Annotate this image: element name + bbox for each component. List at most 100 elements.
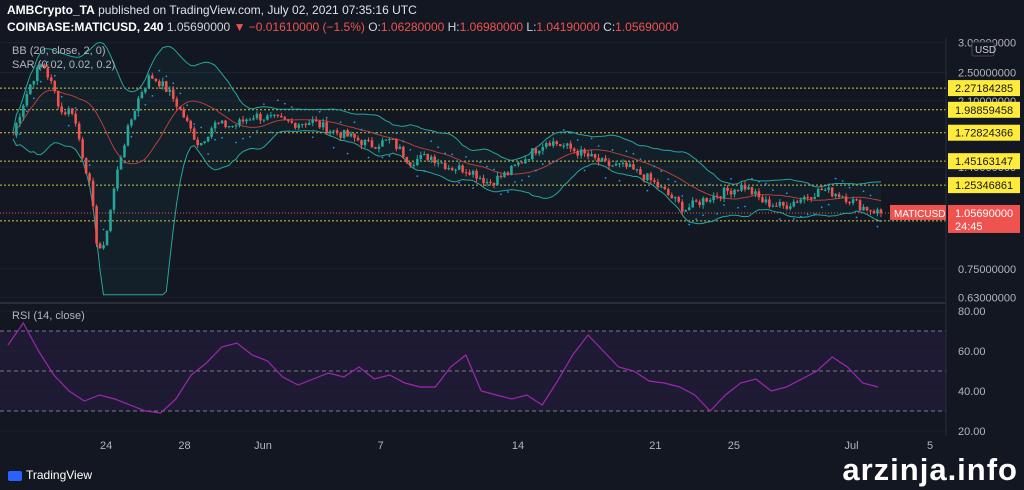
bb-fill <box>12 42 881 295</box>
candle-body <box>865 206 869 211</box>
candle-body <box>771 205 775 207</box>
candle-body <box>102 245 105 249</box>
candle-body <box>555 141 559 145</box>
candle-body <box>531 148 534 160</box>
sar-dot <box>388 155 391 158</box>
bb-legend[interactable]: BB (20, close, 2, 0) <box>12 45 106 57</box>
candle-body <box>450 168 454 171</box>
candle-body <box>353 133 356 138</box>
bb-lower-band <box>12 130 882 296</box>
candle-body <box>360 140 363 146</box>
sar-dot <box>228 109 230 112</box>
sar-dot <box>381 156 384 159</box>
level-price-badge <box>948 80 1020 97</box>
candle-body <box>663 186 667 190</box>
candle-body <box>46 68 50 78</box>
candle-body <box>370 140 374 148</box>
candle-body <box>576 151 579 156</box>
candle-body <box>614 163 618 166</box>
sar-dot <box>242 137 244 140</box>
candle-body <box>213 122 217 129</box>
time-axis[interactable]: 24 28 Jun 7 14 21 25 Jul 5 <box>100 440 933 452</box>
rsi-legend[interactable]: RSI (14, close) <box>12 310 85 322</box>
sar-dot <box>862 190 865 193</box>
candle-body <box>503 172 506 178</box>
sar-dot <box>771 189 774 192</box>
sar-dot <box>416 175 419 178</box>
candle-body <box>137 98 140 112</box>
candle-body <box>604 158 607 161</box>
candle-body <box>154 78 158 82</box>
sar-dot <box>332 146 335 149</box>
sar-dot <box>806 213 809 216</box>
sar-dot <box>179 92 182 95</box>
candle-body <box>632 164 635 170</box>
candle-body <box>869 210 872 212</box>
candle-body <box>848 202 851 204</box>
candle-body <box>234 125 238 127</box>
sar-legend[interactable]: SAR (0.02, 0.02, 0.2) <box>12 59 116 71</box>
sar-dot <box>465 155 468 158</box>
candle-body <box>691 200 694 208</box>
sar-dot <box>409 148 412 151</box>
currency-label: USD <box>975 45 996 56</box>
candle-body <box>391 138 395 140</box>
price-and-rsi-chart[interactable]: 3.000000002.500000002.100000001.40000000… <box>0 38 1024 454</box>
candle-body <box>158 81 161 87</box>
sar-dot <box>674 180 677 183</box>
sar-dot <box>709 183 712 186</box>
candle-body <box>381 140 384 147</box>
candle-body <box>22 105 25 117</box>
author-name[interactable]: AMBCrypto_TA <box>7 3 95 17</box>
sar-dot <box>590 137 593 140</box>
candle-body <box>206 136 210 142</box>
candle-body <box>475 170 478 179</box>
candle-body <box>816 188 820 197</box>
candle-body <box>25 94 29 106</box>
tradingview-logo[interactable]: TradingView <box>8 468 92 482</box>
candle-body <box>802 196 806 200</box>
sar-dot <box>221 136 223 139</box>
sar-dot <box>493 168 495 171</box>
sar-dot <box>479 161 481 164</box>
candle-body <box>761 197 764 203</box>
candle-body <box>32 81 36 85</box>
candle-body <box>715 195 719 197</box>
sar-dot <box>527 175 530 178</box>
candle-body <box>321 122 325 128</box>
bollinger-bands <box>12 41 882 296</box>
candle-body <box>611 165 614 167</box>
candle-body <box>165 81 168 92</box>
candle-body <box>189 120 192 129</box>
candle-body <box>778 201 782 206</box>
symbol-label[interactable]: COINBASE:MATICUSD, 240 <box>7 20 164 34</box>
sar-dot <box>339 121 342 124</box>
candle-body <box>36 67 39 82</box>
time-tick-label: 25 <box>728 440 740 452</box>
tradingview-logo-icon <box>8 470 22 481</box>
candle-body <box>496 175 499 186</box>
candle-body <box>123 145 126 158</box>
candle-body <box>419 155 423 159</box>
candle-body <box>363 139 367 146</box>
candle-body <box>384 139 388 141</box>
candle-body <box>325 122 328 134</box>
candle-body <box>667 189 670 195</box>
candle-body <box>39 64 43 68</box>
sar-dot <box>660 170 663 172</box>
candle-body <box>513 164 517 166</box>
candle-body <box>443 162 447 169</box>
candle-body <box>534 148 538 154</box>
rsi-axis[interactable]: 80.00 60.00 40.00 20.00 <box>958 306 986 438</box>
sar-dot <box>876 225 879 228</box>
candle-body <box>63 112 67 115</box>
candle-body <box>342 130 346 138</box>
price-axis[interactable]: 3.000000002.500000002.100000001.40000000… <box>890 38 1020 304</box>
candle-body <box>464 172 468 174</box>
sar-dot <box>520 179 523 182</box>
sar-dot <box>695 218 698 220</box>
price-change: ▼ −0.01610000 (−1.5%) <box>233 20 365 34</box>
candle-body <box>77 123 81 140</box>
sar-dot <box>604 176 607 179</box>
time-tick-label: Jul <box>845 440 859 452</box>
